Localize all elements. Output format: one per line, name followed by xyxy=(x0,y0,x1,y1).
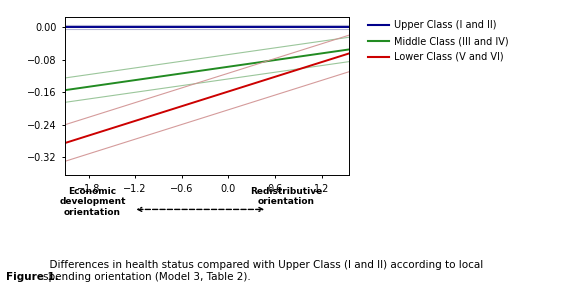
Text: Differences in health status compared with Upper Class (I and II) according to l: Differences in health status compared wi… xyxy=(43,260,483,282)
Legend: Upper Class (I and II), Middle Class (III and IV), Lower Class (V and VI): Upper Class (I and II), Middle Class (II… xyxy=(368,20,509,62)
Text: Figure 1.: Figure 1. xyxy=(6,272,58,282)
Text: Redistributive
orientation: Redistributive orientation xyxy=(251,187,323,206)
Text: Economic
development
orientation: Economic development orientation xyxy=(59,187,126,216)
